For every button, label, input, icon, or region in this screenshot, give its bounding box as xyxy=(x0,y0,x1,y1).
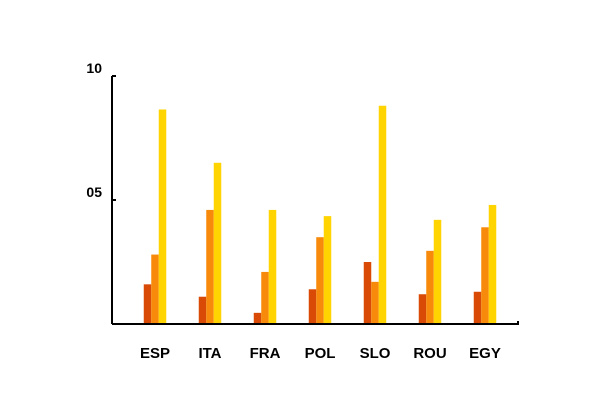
bar-esp-2 xyxy=(151,254,159,324)
category-label-slo: SLO xyxy=(360,345,391,362)
bar-fra-2 xyxy=(261,271,269,324)
bar-rou-1 xyxy=(418,294,427,324)
bar-slo-3 xyxy=(378,105,387,324)
bar-pol-3 xyxy=(323,216,332,324)
bar-rou-3 xyxy=(433,219,442,324)
bar-egy-3 xyxy=(488,204,497,324)
bar-fra-1 xyxy=(253,312,262,324)
bar-fra-3 xyxy=(268,209,277,324)
category-label-rou: ROU xyxy=(413,345,446,362)
bar-egy-2 xyxy=(481,227,489,324)
axes-group xyxy=(111,75,519,325)
category-label-egy: EGY xyxy=(469,345,501,362)
category-label-pol: POL xyxy=(305,345,336,362)
category-label-fra: FRA xyxy=(250,345,281,362)
bar-slo-2 xyxy=(371,281,379,324)
bar-ita-1 xyxy=(198,296,207,324)
bar-pol-1 xyxy=(308,289,317,324)
bar-slo-1 xyxy=(363,262,372,324)
bar-pol-2 xyxy=(316,237,324,324)
y-tick-label-10: 10 xyxy=(86,60,102,76)
bars-group xyxy=(143,105,497,324)
bar-esp-3 xyxy=(158,109,167,324)
bar-ita-2 xyxy=(206,209,214,324)
category-label-esp: ESP xyxy=(140,345,170,362)
y-tick-label-05: 05 xyxy=(86,184,102,200)
category-label-ita: ITA xyxy=(198,345,221,362)
labels-group: ESP ITA FRA POL SLO ROU EGY 05 10 xyxy=(86,60,500,362)
bar-esp-1 xyxy=(143,284,152,324)
bar-egy-1 xyxy=(473,291,482,324)
bar-rou-2 xyxy=(426,250,434,324)
bar-ita-3 xyxy=(213,162,222,324)
